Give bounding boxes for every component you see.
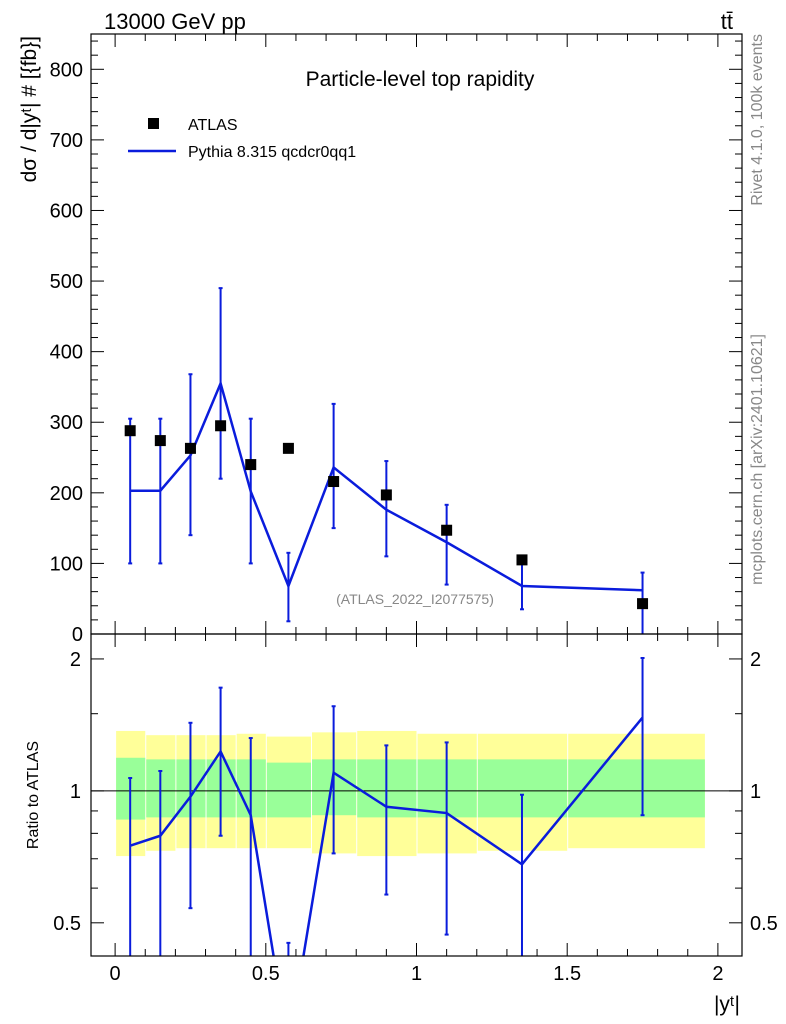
x-tick-labels: 0 0.5 1 1.5 2	[110, 963, 724, 985]
band-green-segment	[568, 759, 705, 818]
legend: ATLAS Pythia 8.315 qcdcr0qq1	[128, 117, 356, 161]
ratio-ticks: 0.5 0.5 1 1 2 2	[53, 634, 778, 956]
data-point	[154, 435, 166, 447]
legend-mc-label: Pythia 8.315 qcdcr0qq1	[188, 144, 356, 161]
data-point	[441, 524, 453, 536]
x-tick-label: 2	[712, 963, 723, 985]
data-point	[245, 459, 257, 471]
ratio-frame	[90, 633, 743, 957]
data-point	[328, 476, 340, 488]
y-tick-label: 800	[50, 59, 83, 81]
rivet-label: Rivet 4.1.0, 100k events	[749, 34, 766, 206]
y-tick-label: 400	[50, 342, 83, 364]
data-point	[282, 442, 294, 454]
data-point	[215, 420, 227, 432]
ratio-panel: 0.5 0.5 1 1 2 2 Ratio to ATLAS 0 0.5 1 1.5 2 |yᵗ|	[25, 633, 778, 1016]
x-axis-label: |yᵗ|	[714, 993, 740, 1016]
legend-data-marker	[148, 118, 159, 129]
y-tick-label: 0	[72, 624, 83, 646]
ratio-y-label: Ratio to ATLAS	[25, 741, 42, 849]
x-tick-label: 1.5	[553, 963, 581, 985]
mc-error-bars	[128, 287, 645, 634]
y-axis-label: dσ / d|yᵗ| # [{fb}]	[18, 36, 41, 182]
ratio-error-bars	[128, 656, 645, 956]
ratio-tick-label-right: 0.5	[750, 913, 778, 935]
legend-data-label: ATLAS	[188, 117, 238, 134]
x-tick-label: 0	[110, 963, 121, 985]
ratio-tick-label-right: 2	[750, 649, 761, 671]
data-point	[516, 554, 528, 566]
x-tick-label: 0.5	[252, 963, 280, 985]
y-tick-label: 200	[50, 483, 83, 505]
y-tick-label: 300	[50, 412, 83, 434]
ratio-tick-label-right: 1	[750, 781, 761, 803]
y-tick-label: 700	[50, 130, 83, 152]
analysis-watermark: (ATLAS_2022_I2077575)	[336, 591, 494, 607]
data-point	[184, 442, 196, 454]
mcplots-label: mcplots.cern.ch [arXiv:2401.10621]	[749, 334, 766, 585]
mc-line	[130, 379, 643, 592]
data-point	[380, 489, 392, 501]
chart-title: Particle-level top rapidity	[306, 68, 535, 91]
data-point	[124, 425, 136, 437]
band-green-segment	[266, 762, 312, 818]
x-tick-label: 1	[411, 963, 422, 985]
data-point	[637, 598, 649, 610]
ratio-tick-label-left: 1	[70, 781, 81, 803]
y-tick-label: 600	[50, 200, 83, 222]
y-tick-label: 500	[50, 271, 83, 293]
ratio-line	[129, 716, 644, 956]
data-points	[124, 420, 649, 610]
header-process: tt̄	[721, 9, 733, 34]
ratio-tick-label-left: 0.5	[53, 913, 81, 935]
main-panel: 0 100 200 300 400 500 600 700 800 Particle-level…	[18, 33, 743, 646]
ratio-tick-label-left: 2	[70, 649, 81, 671]
y-tick-label: 100	[50, 553, 83, 575]
header-energy: 13000 GeV pp	[104, 9, 246, 34]
main-ticks: 0 100 200 300 400 500 600 700 800	[50, 34, 742, 646]
